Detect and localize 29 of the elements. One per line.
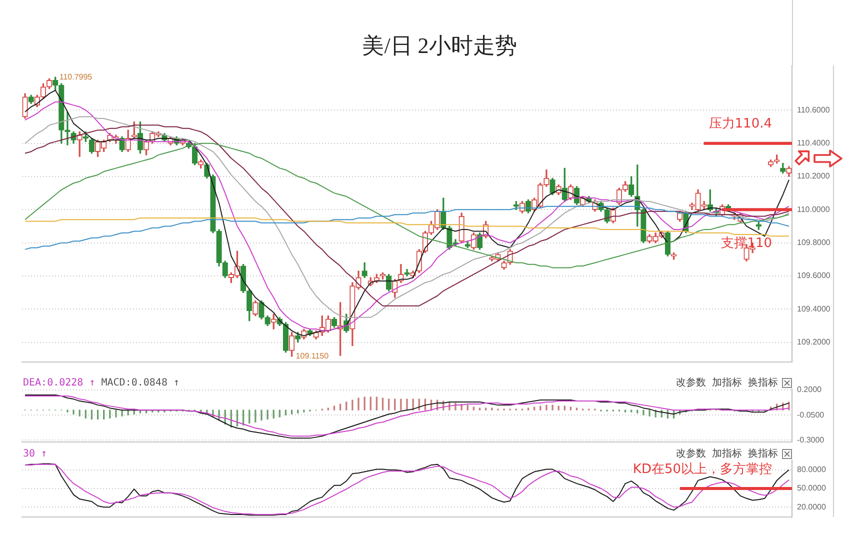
text: 改参数 [676,448,706,460]
y-tick-label: 109.2000 [797,338,831,347]
ref-line-label: 压力110.4 [708,116,772,132]
y-tick-label: 109.6000 [797,271,831,280]
text: 加指标 [712,448,742,460]
y-tick-label: 109.4000 [797,304,831,314]
y-tick-label: -0.0500 [797,410,825,420]
y-tick-label: 110.6000 [797,105,830,114]
y-tick-label: 50.0000 [797,484,826,493]
text: 换指标 [748,376,778,389]
chart-title: 美/日 2小时走势 [362,32,517,58]
y-tick-label: 110.2000 [797,172,830,181]
y-tick-label: 80.0000 [797,465,826,474]
ref-line-label: KD在50以上，多方掌控 [632,460,772,477]
text: 换指标 [748,448,778,460]
y-tick-label: 20.0000 [797,502,826,512]
y-tick-label: 110.0000 [797,204,830,214]
text: 加指标 [712,376,742,389]
ref-line-label: 支撑110 [721,236,772,252]
annotation: 109.1150 [296,352,330,361]
text: MACD:0.0848 ↑ [101,378,180,389]
text: 30 ↑ [23,448,48,460]
y-tick-label: 0.2000 [797,385,822,394]
text: DEA:0.0228 ↑ [23,378,96,389]
y-tick-label: -0.3000 [797,435,825,444]
y-tick-label: 110.4000 [797,138,830,148]
annotation: 110.7995 [59,72,93,82]
text: 改参数 [676,376,706,389]
y-tick-label: 109.8000 [797,238,831,248]
